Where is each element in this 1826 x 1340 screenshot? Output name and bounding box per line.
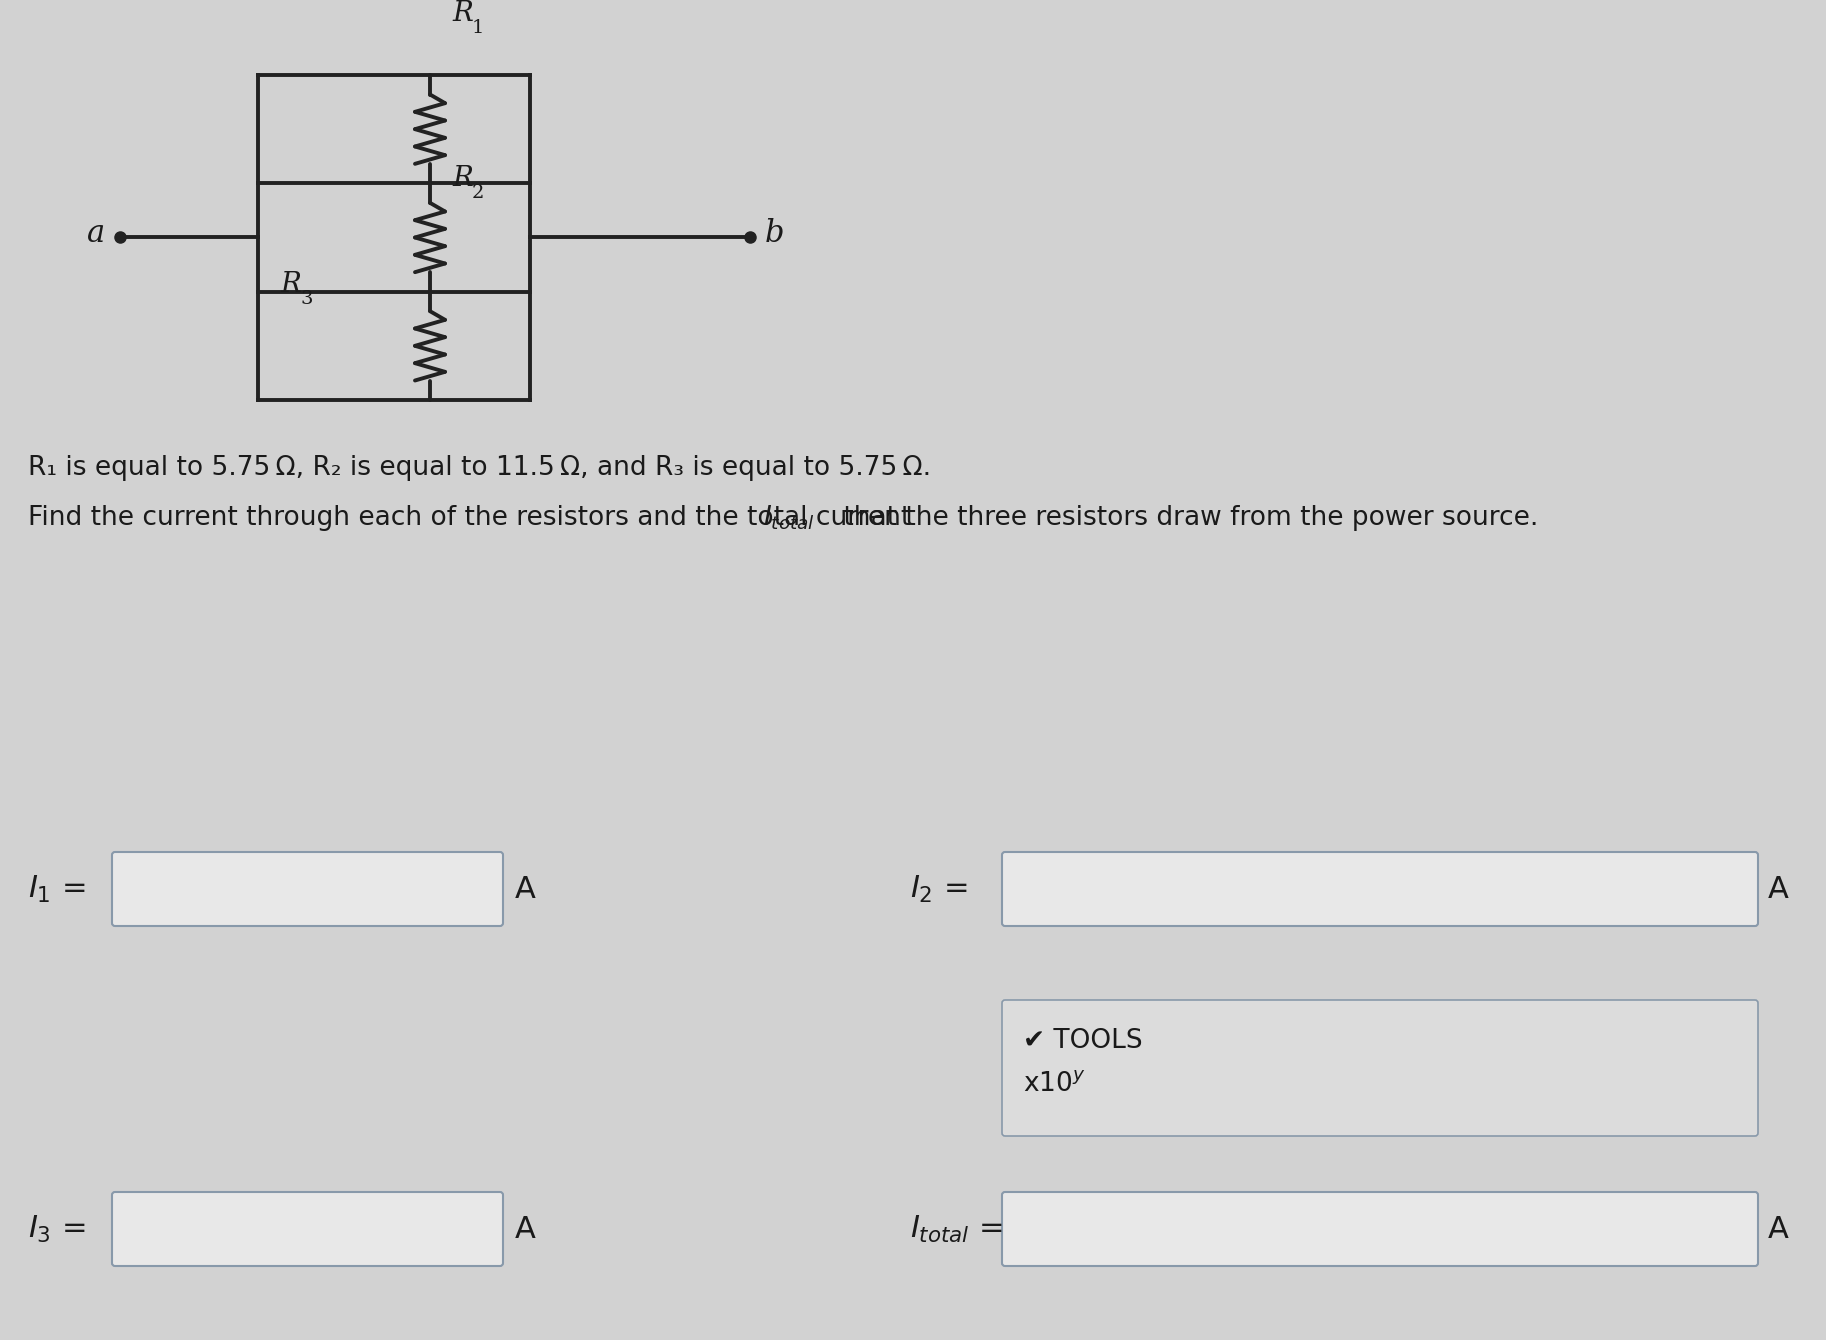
Text: A: A <box>515 1214 535 1244</box>
Text: R: R <box>453 0 473 27</box>
Text: 3: 3 <box>299 289 312 308</box>
Text: that the three resistors draw from the power source.: that the three resistors draw from the p… <box>834 505 1537 531</box>
Text: $I_1$ =: $I_1$ = <box>27 874 86 905</box>
FancyBboxPatch shape <box>1002 852 1758 926</box>
Text: R: R <box>279 271 301 297</box>
FancyBboxPatch shape <box>1002 1193 1758 1266</box>
Text: 1: 1 <box>471 19 484 38</box>
FancyBboxPatch shape <box>1002 1000 1758 1136</box>
Text: A: A <box>515 875 535 903</box>
Text: b: b <box>765 218 785 249</box>
Text: R: R <box>453 166 473 193</box>
FancyBboxPatch shape <box>111 1193 502 1266</box>
Text: a: a <box>88 218 106 249</box>
FancyBboxPatch shape <box>111 852 502 926</box>
Text: 2: 2 <box>471 185 484 202</box>
Text: A: A <box>1768 1214 1789 1244</box>
Text: $I_2$ =: $I_2$ = <box>909 874 968 905</box>
Text: ✔ TOOLS: ✔ TOOLS <box>1023 1028 1143 1055</box>
Text: $I_3$ =: $I_3$ = <box>27 1214 86 1245</box>
Text: Find the current through each of the resistors and the total current: Find the current through each of the res… <box>27 505 920 531</box>
Text: $I_{total}$ =: $I_{total}$ = <box>909 1214 1002 1245</box>
Text: x10$^y$: x10$^y$ <box>1023 1071 1086 1097</box>
Text: R₁ is equal to 5.75 Ω, R₂ is equal to 11.5 Ω, and R₃ is equal to 5.75 Ω.: R₁ is equal to 5.75 Ω, R₂ is equal to 11… <box>27 456 931 481</box>
Text: $I_{total}$: $I_{total}$ <box>763 504 814 532</box>
Text: A: A <box>1768 875 1789 903</box>
